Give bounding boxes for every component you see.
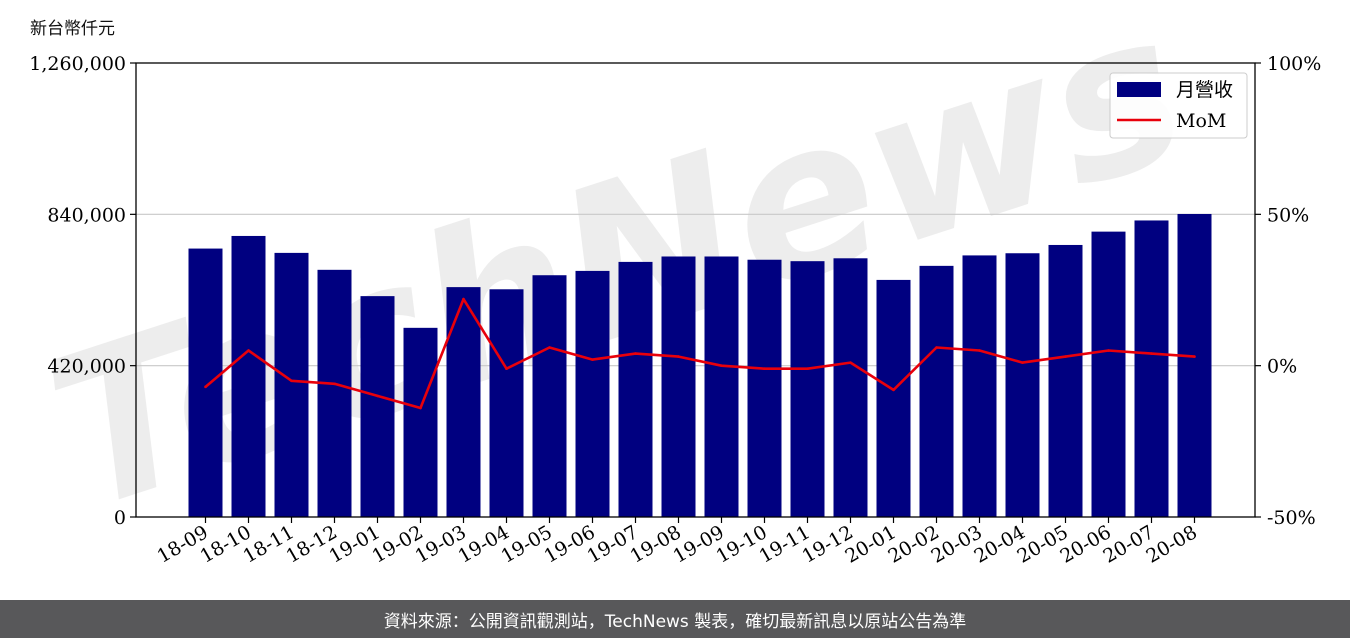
bar-20-01 [876, 279, 911, 517]
right-tick-label: -50% [1267, 507, 1316, 529]
mom-point-18-09 [204, 385, 207, 389]
bar-18-10 [231, 235, 266, 517]
bar-20-03 [962, 255, 997, 517]
mom-point-19-11 [806, 367, 809, 370]
bar-18-11 [274, 252, 309, 517]
mom-point-20-07 [1150, 352, 1153, 355]
bar-19-10 [747, 259, 782, 517]
left-tick-label: 840,000 [47, 204, 126, 226]
bar-20-05 [1048, 244, 1083, 517]
mom-point-18-11 [290, 379, 293, 383]
bar-19-08 [661, 256, 696, 517]
bar-19-04 [489, 289, 524, 517]
mom-point-20-02 [935, 346, 938, 349]
mom-point-20-01 [892, 388, 895, 392]
footer-text: 資料來源：公開資訊觀測站，TechNews 製表，確切最新訊息以原站公告為準 [383, 611, 967, 632]
mom-point-18-10 [247, 349, 250, 352]
mom-point-18-12 [333, 382, 336, 386]
mom-line [204, 297, 1196, 410]
mom-point-19-03 [462, 297, 465, 301]
mom-point-20-06 [1107, 349, 1110, 352]
right-tick-label: 100% [1267, 53, 1321, 75]
mom-point-19-09 [720, 364, 723, 367]
bar-20-08 [1177, 213, 1212, 517]
left-tick-label: 420,000 [47, 356, 126, 378]
bar-19-11 [790, 261, 825, 517]
bar-20-02 [919, 265, 954, 517]
bar-19-01 [360, 296, 395, 517]
mom-point-20-05 [1064, 355, 1067, 358]
legend-label-revenue: 月營收 [1176, 79, 1233, 101]
bar-20-07 [1134, 220, 1169, 517]
mom-point-19-07 [634, 352, 637, 355]
plot-frame [135, 62, 1256, 518]
legend: 月營收 MoM [1109, 72, 1248, 139]
bar-19-09 [704, 256, 739, 517]
mom-point-19-06 [591, 358, 594, 361]
left-tick-label: 0 [114, 507, 126, 529]
bar-18-12 [317, 269, 352, 517]
left-tick-label: 1,260,000 [29, 53, 126, 75]
revenue-bars [188, 213, 1212, 518]
mom-point-20-08 [1193, 355, 1196, 358]
x-tick-label: 20-08 [1143, 521, 1201, 567]
y-axis-unit-label: 新台幣仟元 [30, 19, 115, 39]
bar-19-02 [403, 327, 438, 517]
mom-point-19-12 [849, 361, 852, 364]
combo-chart: TechNews 0420,000840,0001,260,000-50%0%5… [23, 0, 1321, 568]
legend-label-mom: MoM [1176, 110, 1226, 132]
mom-point-20-04 [1021, 361, 1024, 364]
bar-19-12 [833, 258, 868, 517]
bar-19-05 [532, 275, 567, 517]
bar-19-07 [618, 261, 653, 517]
bar-20-04 [1005, 253, 1040, 517]
bar-19-03 [446, 287, 481, 517]
right-tick-label: 0% [1267, 356, 1297, 378]
mom-point-19-08 [677, 355, 680, 358]
bar-19-06 [575, 270, 610, 517]
bar-20-06 [1091, 231, 1126, 517]
mom-point-20-03 [978, 349, 981, 352]
legend-swatch-bar [1117, 82, 1161, 97]
source-footer: 資料來源：公開資訊觀測站，TechNews 製表，確切最新訊息以原站公告為準 [0, 600, 1350, 638]
right-tick-label: 50% [1267, 204, 1309, 226]
mom-point-19-05 [548, 346, 551, 349]
mom-point-19-02 [419, 406, 422, 410]
mom-point-19-10 [763, 367, 766, 370]
bar-18-09 [188, 248, 223, 518]
mom-point-19-01 [376, 394, 379, 398]
mom-series-line [204, 297, 1195, 410]
mom-point-19-04 [505, 367, 508, 370]
